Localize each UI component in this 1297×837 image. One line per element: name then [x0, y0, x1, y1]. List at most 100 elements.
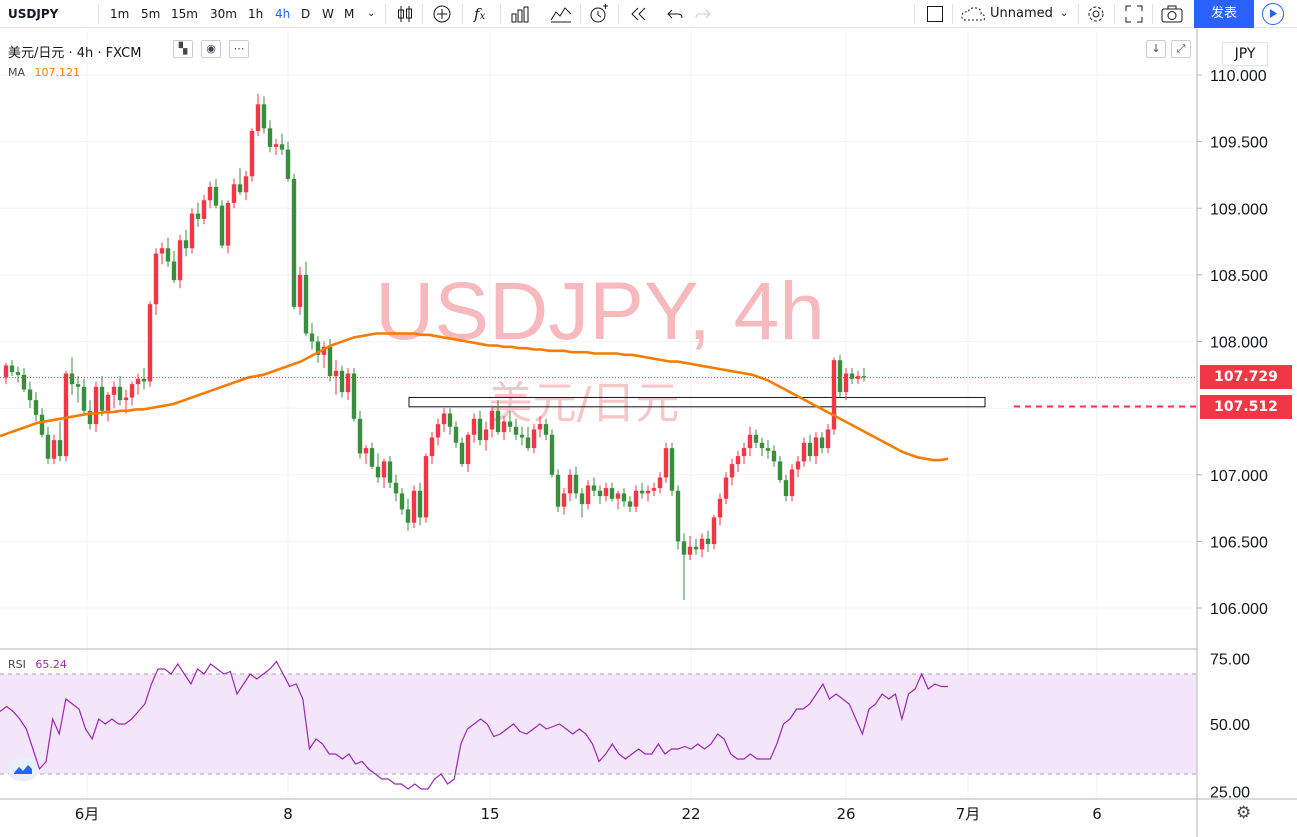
- alert-clock-icon[interactable]: [588, 4, 610, 24]
- currency-label[interactable]: JPY: [1222, 42, 1268, 66]
- candle-body: [669, 448, 675, 491]
- tradingview-logo[interactable]: [8, 757, 38, 781]
- time-tick-label: 6月: [75, 805, 100, 823]
- range-rectangle: [408, 396, 986, 408]
- interval-W[interactable]: W: [322, 7, 334, 21]
- candle-body: [585, 485, 591, 505]
- candle-body: [849, 373, 855, 379]
- interval-5m[interactable]: 5m: [141, 7, 161, 21]
- axis-settings-gear-icon[interactable]: ⚙: [1236, 803, 1252, 823]
- candle-body: [3, 365, 9, 378]
- candle-body: [687, 546, 693, 555]
- candle-body: [387, 461, 393, 483]
- candle-body: [357, 418, 363, 454]
- symbol-search-button[interactable]: USDJPY: [8, 7, 59, 21]
- candle-body: [261, 104, 267, 129]
- axes: 110.000 109.500 109.000 108.500 108.000 107.0…: [0, 29, 1297, 837]
- publish-button[interactable]: 发表: [1194, 0, 1254, 28]
- square-icon[interactable]: [926, 5, 944, 23]
- time-tick-label: 15: [480, 805, 499, 823]
- play-icon[interactable]: [1262, 3, 1284, 25]
- candle-body: [69, 373, 75, 385]
- candle-body: [213, 186, 219, 206]
- interval-1h[interactable]: 1h: [248, 7, 264, 21]
- candle-body: [537, 424, 543, 430]
- rsi-tick-label: 75.00: [1210, 652, 1250, 669]
- candle-body: [159, 248, 165, 254]
- candle-body: [543, 424, 549, 435]
- rsi-legend[interactable]: RSI 65.24: [8, 658, 67, 671]
- gear-icon[interactable]: [1086, 4, 1106, 24]
- rsi-band: [0, 674, 1197, 774]
- candle-body: [717, 498, 723, 518]
- candle-body: [693, 546, 699, 550]
- rsi-legend-value: 65.24: [35, 658, 67, 671]
- candle-body: [831, 360, 837, 430]
- price-tick-label: 110.000: [1210, 68, 1267, 85]
- more-icon[interactable]: ⋯: [229, 40, 249, 58]
- replay-icon[interactable]: [628, 4, 648, 24]
- candle-body: [729, 464, 735, 478]
- fullscreen-icon[interactable]: [1124, 4, 1144, 24]
- undo-icon[interactable]: [666, 4, 684, 24]
- candle-body: [501, 421, 507, 433]
- candle-body: [225, 202, 231, 246]
- candles-icon[interactable]: [396, 4, 414, 24]
- candle-body: [447, 413, 453, 427]
- symbol-legend-text: 美元/日元 · 4h · FXCM: [8, 46, 142, 61]
- redo-icon[interactable]: [694, 4, 712, 24]
- interval-30m[interactable]: 30m: [210, 7, 237, 21]
- ma-legend[interactable]: MA 107.121: [8, 66, 80, 79]
- ma-legend-value: 107.121: [34, 66, 81, 79]
- candle-body: [171, 261, 177, 281]
- divider: [952, 4, 953, 24]
- price-tick-label: 107.000: [1210, 468, 1268, 485]
- price-range-rectangle: [408, 396, 986, 408]
- watermark: USDJPY, 4h 美元/日元: [375, 266, 825, 429]
- bar-chart-icon[interactable]: [510, 4, 530, 24]
- candle-body: [381, 461, 387, 478]
- interval-15m[interactable]: 15m: [171, 7, 198, 21]
- candle-body: [249, 130, 255, 177]
- compare-plus-icon[interactable]: [432, 4, 452, 24]
- current-price-line: [0, 377, 1197, 408]
- candle-body: [549, 434, 555, 475]
- interval-D[interactable]: D: [301, 7, 311, 21]
- flag-icon[interactable]: ▚: [173, 40, 193, 58]
- candle-body: [345, 373, 351, 393]
- chart-canvas[interactable]: USDJPY, 4h 美元/日元 110.000 109.500 109.000 10…: [0, 29, 1297, 837]
- candle-body: [405, 509, 411, 523]
- line-chart-icon[interactable]: [550, 4, 572, 24]
- candle-body: [453, 426, 459, 443]
- candle-body: [609, 488, 615, 499]
- eye-icon[interactable]: ◉: [201, 40, 221, 58]
- maximize-icon[interactable]: ⤢: [1171, 40, 1191, 58]
- candle-body: [837, 360, 843, 393]
- price-tick-label: 109.500: [1210, 135, 1268, 152]
- interval-M[interactable]: M: [344, 7, 355, 21]
- symbol-legend: 美元/日元 · 4h · FXCM: [8, 42, 141, 61]
- camera-icon[interactable]: [1160, 4, 1184, 24]
- candle-body: [321, 346, 327, 355]
- candle-body: [807, 442, 813, 457]
- candle-body: [243, 176, 249, 193]
- candle-body: [531, 429, 537, 449]
- arrow-down-icon[interactable]: ↓: [1146, 40, 1166, 58]
- candle-body: [777, 461, 783, 481]
- candle-body: [465, 434, 471, 465]
- candle-body: [411, 490, 417, 523]
- candle-body: [141, 378, 147, 382]
- candle-body: [363, 448, 369, 454]
- candle-body: [75, 384, 81, 387]
- cloud-icon[interactable]: [960, 5, 988, 23]
- chevron-down-icon[interactable]: ⌄: [1060, 8, 1069, 19]
- candle-body: [33, 400, 39, 415]
- candlestick-series: [3, 93, 867, 601]
- candle-body: [861, 376, 867, 378]
- fx-indicators-icon[interactable]: fx: [474, 5, 486, 23]
- chevron-down-icon[interactable]: ⌄: [367, 8, 376, 19]
- interval-1m[interactable]: 1m: [110, 7, 130, 21]
- layout-name-button[interactable]: Unnamed: [990, 6, 1053, 21]
- divider: [462, 4, 463, 24]
- interval-4h[interactable]: 4h: [275, 7, 291, 21]
